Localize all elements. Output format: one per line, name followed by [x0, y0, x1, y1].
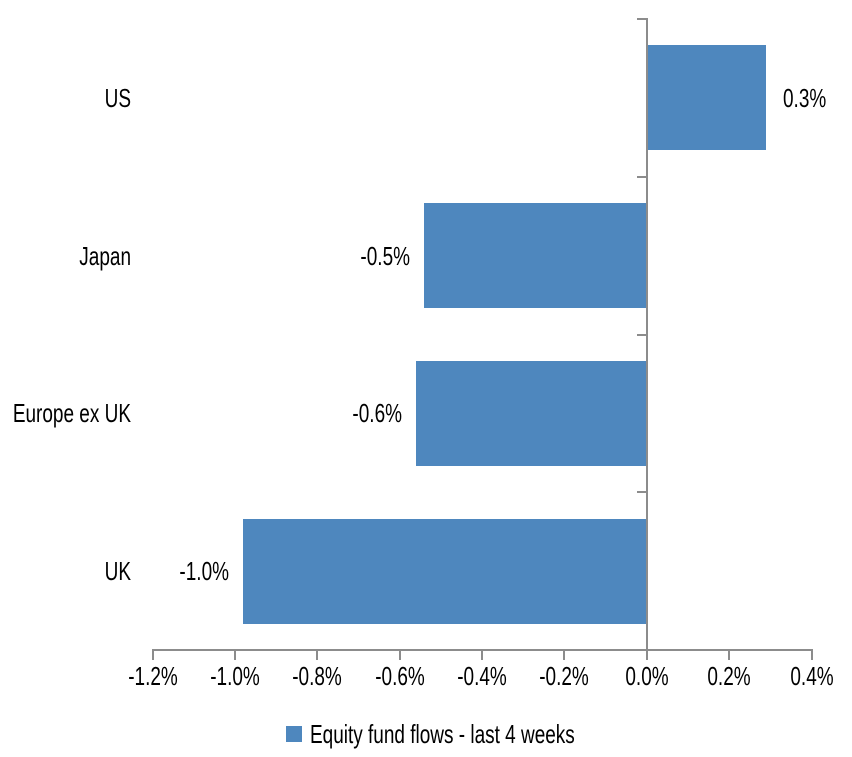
x-axis-tick	[645, 649, 648, 660]
x-axis-tick	[233, 649, 236, 660]
x-axis-tick-label: -0.2%	[539, 661, 590, 691]
category-label-europe-ex-uk: Europe ex UK	[12, 398, 131, 429]
x-axis-tick	[810, 649, 813, 660]
x-axis-tick-label: -0.8%	[292, 661, 343, 691]
x-axis-tick-label: 0.0%	[625, 661, 669, 691]
legend-marker-icon	[286, 726, 302, 742]
bar-us	[646, 45, 767, 151]
x-axis-tick	[481, 649, 483, 660]
y-axis-tick	[636, 649, 648, 651]
data-label-us: 0.3%	[783, 82, 827, 113]
data-label-uk: -1.0%	[179, 556, 230, 587]
x-axis-tick	[728, 649, 731, 660]
x-axis-tick-label: 0.4%	[789, 661, 834, 691]
bar-europe-ex-uk	[416, 360, 647, 466]
category-label-us: US	[104, 82, 131, 113]
y-axis-tick	[636, 491, 648, 494]
category-label-uk: UK	[104, 556, 131, 587]
bar-japan	[424, 203, 647, 309]
y-axis-tick	[636, 333, 648, 336]
y-axis-tick	[636, 175, 648, 178]
x-axis-tick-label: -0.4%	[457, 661, 507, 691]
x-axis-tick-label: -0.6%	[374, 661, 425, 691]
x-axis-tick	[563, 649, 566, 660]
category-label-japan: Japan	[79, 240, 131, 271]
data-label-japan: -0.5%	[360, 240, 411, 271]
x-axis-tick-label: -1.0%	[210, 661, 260, 691]
bar-uk	[243, 518, 647, 624]
data-label-europe-ex-uk: -0.6%	[352, 398, 403, 429]
x-axis-tick-label: -1.2%	[127, 661, 178, 691]
y-axis-tick	[636, 18, 648, 20]
x-axis-tick-label: 0.2%	[707, 661, 751, 691]
x-axis-tick	[151, 649, 154, 660]
x-axis-tick	[398, 649, 401, 660]
legend-label: Equity fund flows - last 4 weeks	[310, 719, 575, 749]
x-axis-tick	[316, 649, 319, 660]
